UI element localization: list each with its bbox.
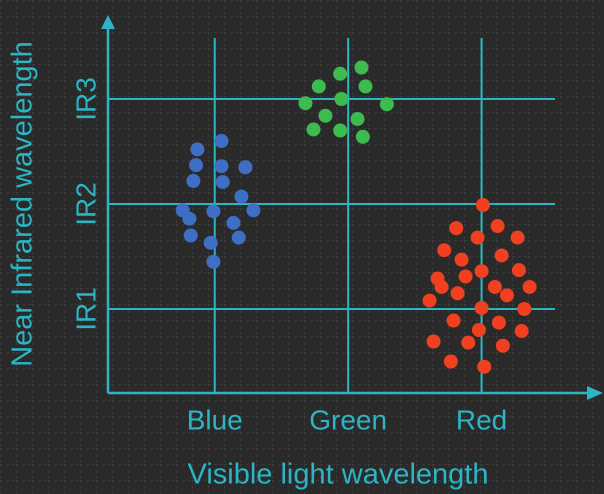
point bbox=[215, 174, 230, 189]
y-axis-arrow bbox=[101, 15, 115, 29]
point bbox=[495, 338, 510, 353]
point bbox=[206, 204, 221, 219]
point bbox=[231, 230, 246, 245]
point bbox=[189, 158, 204, 173]
point bbox=[203, 235, 218, 250]
point bbox=[461, 335, 476, 350]
point bbox=[490, 219, 505, 234]
point bbox=[298, 96, 313, 111]
point bbox=[246, 203, 261, 218]
point bbox=[422, 293, 437, 308]
point bbox=[434, 279, 449, 294]
point bbox=[214, 134, 229, 148]
point bbox=[358, 79, 373, 94]
point bbox=[306, 122, 321, 137]
point bbox=[487, 279, 502, 294]
point bbox=[437, 243, 452, 258]
point bbox=[471, 323, 486, 337]
point bbox=[511, 263, 526, 278]
point bbox=[334, 92, 349, 106]
point bbox=[234, 189, 249, 204]
point bbox=[450, 286, 465, 301]
point bbox=[226, 215, 241, 230]
point bbox=[475, 198, 490, 213]
point bbox=[514, 324, 529, 339]
point bbox=[499, 288, 514, 303]
y-tick-label: IR1 bbox=[70, 287, 101, 331]
point bbox=[182, 211, 197, 226]
x-tick-label: Green bbox=[309, 404, 387, 435]
point bbox=[510, 230, 525, 245]
point bbox=[443, 354, 458, 369]
point bbox=[379, 97, 394, 112]
point bbox=[354, 60, 369, 75]
point bbox=[426, 334, 441, 349]
point bbox=[494, 248, 509, 263]
point bbox=[318, 108, 333, 123]
x-axis-arrow bbox=[587, 386, 603, 400]
point bbox=[311, 79, 326, 94]
point bbox=[474, 264, 489, 279]
point bbox=[355, 129, 370, 144]
point bbox=[474, 300, 489, 315]
point bbox=[206, 254, 221, 269]
point bbox=[333, 123, 348, 138]
y-axis-title: Near Infrared wavelength bbox=[7, 41, 39, 367]
y-tick-label: IR3 bbox=[70, 77, 101, 121]
point bbox=[454, 252, 469, 267]
x-tick-label: Red bbox=[456, 404, 507, 435]
point bbox=[517, 302, 532, 316]
point bbox=[477, 359, 492, 374]
x-tick-label: Blue bbox=[187, 404, 243, 435]
point bbox=[214, 159, 229, 174]
point bbox=[470, 230, 485, 245]
point bbox=[186, 173, 201, 188]
point bbox=[190, 142, 205, 157]
point bbox=[350, 111, 365, 126]
point bbox=[491, 315, 506, 330]
x-axis-title: Visible light wavelength bbox=[188, 459, 489, 491]
y-tick-label: IR2 bbox=[70, 182, 101, 226]
point bbox=[238, 160, 253, 175]
point bbox=[446, 313, 461, 328]
point bbox=[183, 228, 198, 243]
point bbox=[333, 66, 348, 81]
point bbox=[449, 221, 464, 236]
point bbox=[522, 279, 537, 294]
point bbox=[458, 269, 473, 284]
plot-area: Blue Green Red IR1 IR2 IR3 bbox=[70, 15, 603, 435]
